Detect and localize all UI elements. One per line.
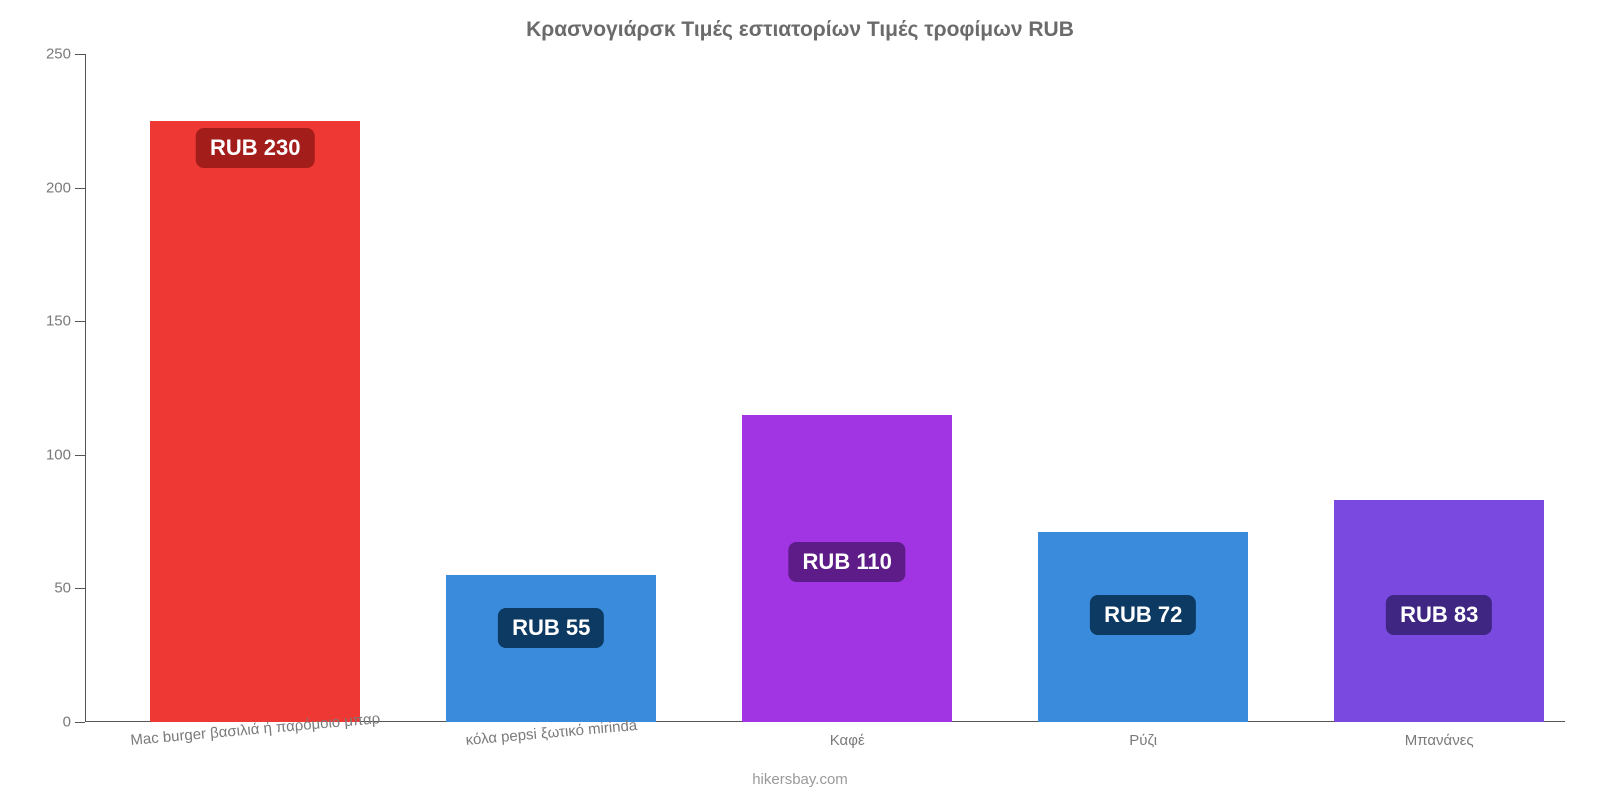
- x-tick-label: Μπανάνες: [1405, 732, 1474, 749]
- chart-title: Κρασνογιάρσκ Τιμές εστιατορίων Τιμές τρο…: [0, 0, 1600, 42]
- x-tick-label: Ρύζι: [1129, 732, 1157, 749]
- y-tick: [75, 188, 85, 189]
- bars-layer: RUB 230 RUB 55 RUB 110 RUB 72 RUB 83: [85, 54, 1565, 722]
- y-tick: [75, 722, 85, 723]
- bar-value-badge: RUB 72: [1090, 595, 1196, 635]
- bar-slot: RUB 83: [1334, 54, 1544, 722]
- attribution-text: hikersbay.com: [0, 771, 1600, 788]
- y-tick-label: 200: [46, 179, 71, 196]
- y-tick-label: 250: [46, 46, 71, 63]
- y-tick: [75, 321, 85, 322]
- y-tick-label: 150: [46, 313, 71, 330]
- bar-value-badge: RUB 230: [196, 128, 314, 168]
- y-tick-label: 100: [46, 446, 71, 463]
- y-tick: [75, 54, 85, 55]
- y-tick: [75, 588, 85, 589]
- bar-slot: RUB 55: [446, 54, 656, 722]
- plot-area: RUB 230RUB 55RUB 110RUB 72RUB 83 0501001…: [85, 54, 1565, 722]
- bar-slot: RUB 110: [742, 54, 952, 722]
- bar: [150, 121, 360, 722]
- x-tick-label: Καφέ: [830, 732, 865, 749]
- bar-value-badge: RUB 110: [789, 542, 906, 582]
- chart-container: Κρασνογιάρσκ Τιμές εστιατορίων Τιμές τρο…: [0, 0, 1600, 800]
- bar-value-badge: RUB 83: [1386, 595, 1492, 635]
- y-tick: [75, 455, 85, 456]
- bar-value-badge: RUB 55: [498, 608, 604, 648]
- bar-slot: RUB 72: [1038, 54, 1248, 722]
- bar: [446, 575, 656, 722]
- y-tick-label: 50: [54, 580, 71, 597]
- y-tick-label: 0: [63, 714, 71, 731]
- bar-slot: RUB 230: [150, 54, 360, 722]
